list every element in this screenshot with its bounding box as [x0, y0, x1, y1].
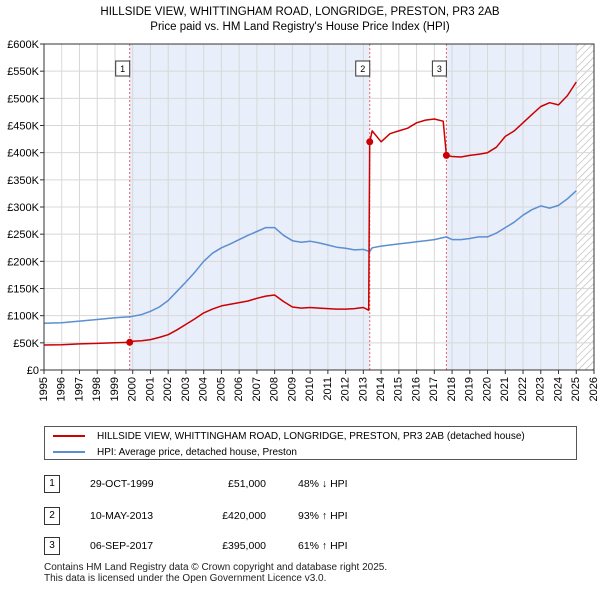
series-line-property [43, 81, 577, 346]
sale-marker-box [355, 60, 371, 77]
y-tick-label: £450K [7, 121, 39, 133]
sale-hpi-change: 93% ↑ HPI [298, 510, 348, 522]
x-tick-label: 2015 [393, 377, 405, 401]
x-tick-label: 2001 [144, 377, 156, 401]
sale-row-3: 3 06-SEP-2017 £395,000 61% ↑ HPI [44, 537, 544, 557]
sale-marker-label: 3 [437, 64, 442, 74]
x-tick-label: 1996 [56, 377, 68, 401]
sale-marker-box: 2 [44, 507, 60, 525]
footer-licence: This data is licensed under the Open Gov… [44, 573, 327, 584]
x-tick-label: 2017 [428, 377, 440, 401]
legend-label-hpi: HPI: Average price, detached house, Pres… [97, 446, 297, 458]
x-tick-label: 2019 [464, 377, 476, 401]
sale-date: 06-SEP-2017 [90, 540, 154, 552]
y-tick-label: £100K [7, 311, 39, 323]
sale-row-1: 1 29-OCT-1999 £51,000 48% ↓ HPI [44, 475, 544, 495]
chart-subtitle: Price paid vs. HM Land Registry's House … [150, 21, 450, 33]
sale-point [442, 151, 450, 159]
x-tick-label: 2023 [535, 377, 547, 401]
x-tick-label: 2022 [517, 377, 529, 401]
sale-date: 10-MAY-2013 [90, 510, 154, 522]
sale-date: 29-OCT-1999 [90, 478, 154, 490]
sale-marker-box [431, 60, 447, 77]
legend: HILLSIDE VIEW, WHITTINGHAM ROAD, LONGRID… [44, 426, 577, 460]
x-tick-label: 2021 [499, 377, 511, 401]
y-tick-label: £250K [7, 229, 39, 241]
legend-label-property: HILLSIDE VIEW, WHITTINGHAM ROAD, LONGRID… [97, 430, 525, 442]
sale-hpi-change: 48% ↓ HPI [298, 478, 348, 490]
y-tick-label: £50K [13, 338, 39, 350]
x-tick-label: 1998 [91, 377, 103, 401]
x-tick-label: 2012 [340, 377, 352, 401]
x-tick-label: 2010 [304, 377, 316, 401]
x-tick-label: 2018 [446, 377, 458, 401]
y-tick-label: £600K [7, 39, 39, 51]
y-tick-label: £350K [7, 175, 39, 187]
x-tick-label: 1997 [73, 377, 85, 401]
x-tick-label: 2013 [357, 377, 369, 401]
x-tick-label: 2002 [162, 377, 174, 401]
x-tick-label: 2016 [410, 377, 422, 401]
sale-point [126, 338, 134, 346]
y-tick-label: £400K [7, 148, 39, 160]
x-tick-label: 2000 [127, 377, 139, 401]
sale-marker-box [115, 60, 131, 77]
sale-price: £420,000 [222, 510, 266, 522]
y-tick-label: £150K [7, 284, 39, 296]
x-tick-label: 2008 [269, 377, 281, 401]
y-tick-label: £500K [7, 93, 39, 105]
sale-hpi-change: 61% ↑ HPI [298, 540, 348, 552]
y-tick-label: £300K [7, 202, 39, 214]
x-tick-label: 2009 [286, 377, 298, 401]
x-tick-label: 2026 [588, 377, 600, 401]
x-tick-label: 2024 [552, 377, 564, 401]
series-line-hpi [43, 190, 577, 325]
footer-copyright: Contains HM Land Registry data © Crown c… [44, 562, 388, 573]
sale-point [366, 138, 374, 146]
x-tick-label: 2014 [375, 377, 387, 401]
x-tick-label: 2006 [233, 377, 245, 401]
x-tick-label: 1999 [109, 377, 121, 401]
x-tick-label: 2004 [198, 377, 210, 401]
sale-marker-box: 3 [44, 537, 60, 555]
x-tick-label: 2007 [251, 377, 263, 401]
x-tick-label: 1995 [38, 377, 50, 401]
legend-entry-property: HILLSIDE VIEW, WHITTINGHAM ROAD, LONGRID… [53, 428, 525, 444]
sale-marker-label: 2 [360, 64, 365, 74]
chart: HILLSIDE VIEW, WHITTINGHAM ROAD, LONGRID… [7, 6, 600, 401]
chart-title: HILLSIDE VIEW, WHITTINGHAM ROAD, LONGRID… [100, 6, 499, 18]
footer: Contains HM Land Registry data © Crown c… [44, 562, 387, 584]
legend-swatch-property [53, 435, 85, 437]
y-tick-label: £550K [7, 66, 39, 78]
sale-marker-box: 1 [44, 475, 60, 493]
legend-entry-hpi: HPI: Average price, detached house, Pres… [53, 444, 297, 460]
x-tick-label: 2003 [180, 377, 192, 401]
y-tick-label: £200K [7, 256, 39, 268]
y-tick-label: £0 [27, 365, 39, 377]
x-tick-label: 2005 [215, 377, 227, 401]
x-tick-label: 2020 [481, 377, 493, 401]
sale-price: £395,000 [222, 540, 266, 552]
legend-swatch-hpi [53, 451, 85, 453]
x-tick-label: 2025 [570, 377, 582, 401]
x-tick-label: 2011 [322, 377, 334, 401]
plot-frame [43, 43, 595, 371]
sale-marker-label: 1 [120, 64, 125, 74]
sale-price: £51,000 [228, 478, 266, 490]
sale-row-2: 2 10-MAY-2013 £420,000 93% ↑ HPI [44, 507, 544, 527]
